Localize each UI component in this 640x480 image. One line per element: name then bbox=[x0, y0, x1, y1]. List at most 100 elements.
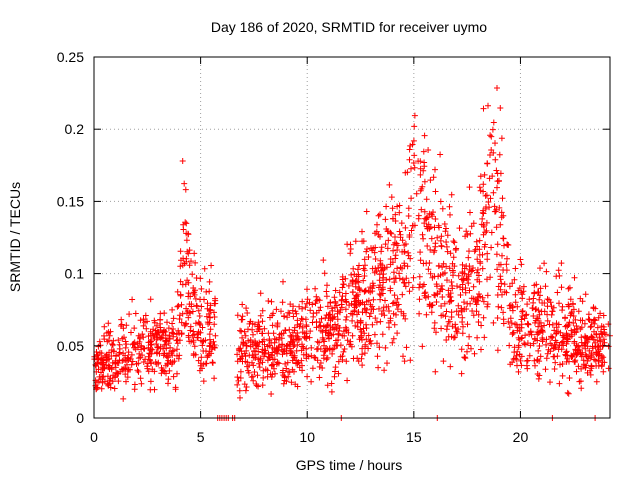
data-point bbox=[503, 261, 510, 268]
data-point bbox=[585, 355, 592, 362]
data-point bbox=[236, 387, 243, 394]
data-point bbox=[563, 358, 570, 365]
data-point bbox=[387, 317, 394, 324]
data-point bbox=[465, 342, 472, 349]
data-point bbox=[374, 221, 380, 228]
data-point bbox=[183, 237, 190, 244]
data-point bbox=[191, 289, 198, 296]
data-point bbox=[349, 280, 356, 287]
data-point bbox=[370, 296, 377, 303]
data-point bbox=[417, 171, 424, 178]
data-point bbox=[243, 342, 250, 349]
data-point bbox=[432, 368, 439, 375]
data-point bbox=[523, 311, 530, 318]
data-point bbox=[411, 164, 418, 171]
data-point bbox=[485, 199, 492, 205]
data-point bbox=[256, 364, 263, 371]
data-point bbox=[353, 292, 360, 299]
data-point bbox=[357, 326, 364, 333]
y-tick-label: 0.15 bbox=[57, 193, 84, 209]
data-point bbox=[318, 327, 324, 334]
data-point bbox=[286, 310, 293, 317]
data-point bbox=[162, 332, 169, 339]
data-point bbox=[157, 335, 164, 342]
data-point bbox=[149, 346, 156, 353]
data-point bbox=[422, 289, 429, 296]
data-point bbox=[326, 311, 333, 318]
data-point bbox=[378, 267, 385, 274]
data-point bbox=[135, 368, 142, 375]
data-point bbox=[496, 151, 503, 158]
data-point bbox=[330, 345, 337, 352]
data-point bbox=[566, 284, 573, 291]
data-point bbox=[242, 353, 249, 360]
data-point bbox=[304, 296, 311, 303]
data-point bbox=[313, 346, 320, 353]
data-point bbox=[324, 382, 331, 389]
data-point bbox=[291, 342, 298, 348]
data-point bbox=[161, 341, 168, 348]
data-point bbox=[444, 232, 451, 239]
data-point bbox=[571, 358, 578, 365]
data-point bbox=[495, 283, 502, 290]
data-point bbox=[356, 301, 363, 308]
data-point bbox=[317, 360, 324, 366]
data-point bbox=[337, 342, 344, 349]
data-point bbox=[344, 337, 351, 344]
data-point bbox=[564, 389, 571, 396]
data-point bbox=[535, 347, 542, 354]
data-point bbox=[470, 220, 477, 227]
data-point bbox=[517, 357, 524, 364]
data-point bbox=[342, 316, 349, 323]
data-point bbox=[394, 265, 401, 272]
data-point bbox=[270, 361, 277, 368]
data-point bbox=[472, 246, 479, 253]
data-point bbox=[101, 332, 107, 339]
data-point bbox=[356, 262, 362, 269]
data-point bbox=[105, 382, 112, 389]
data-point bbox=[174, 370, 180, 377]
data-point bbox=[328, 388, 335, 395]
data-point bbox=[494, 178, 501, 185]
data-point bbox=[459, 269, 466, 275]
data-point bbox=[512, 265, 519, 272]
y-axis-label: SRMTID / TECUs bbox=[7, 182, 23, 292]
data-point bbox=[281, 373, 288, 380]
data-point bbox=[405, 205, 412, 212]
data-point bbox=[119, 357, 126, 364]
data-point bbox=[530, 313, 537, 319]
data-point bbox=[435, 263, 442, 270]
data-point bbox=[251, 321, 258, 328]
data-point bbox=[190, 339, 197, 346]
data-point bbox=[439, 205, 446, 212]
data-point bbox=[377, 296, 384, 303]
data-point bbox=[135, 355, 142, 362]
data-point bbox=[387, 261, 394, 268]
data-point bbox=[259, 318, 266, 325]
data-point bbox=[541, 322, 548, 329]
data-point bbox=[307, 328, 314, 335]
data-point bbox=[384, 245, 391, 252]
data-point bbox=[239, 313, 246, 320]
x-tick-label: 15 bbox=[406, 429, 422, 445]
data-point bbox=[198, 354, 205, 361]
data-point bbox=[391, 292, 398, 299]
data-point bbox=[448, 297, 455, 304]
data-point bbox=[563, 348, 570, 355]
data-point bbox=[435, 222, 442, 229]
data-point bbox=[143, 325, 150, 332]
data-point bbox=[443, 243, 450, 250]
data-point bbox=[452, 324, 459, 331]
data-point bbox=[370, 245, 377, 252]
data-point bbox=[383, 276, 390, 283]
data-point bbox=[497, 170, 504, 177]
data-point bbox=[363, 306, 370, 313]
data-point bbox=[480, 207, 487, 214]
data-point bbox=[166, 335, 173, 342]
data-point bbox=[328, 380, 335, 387]
axis-ticks: 0 0.05 0.1 0.15 0.2 0.25 0 5 10 15 20 bbox=[57, 49, 610, 445]
data-point bbox=[312, 285, 319, 292]
data-point bbox=[458, 370, 465, 377]
data-point bbox=[207, 326, 214, 333]
data-point bbox=[440, 260, 447, 267]
